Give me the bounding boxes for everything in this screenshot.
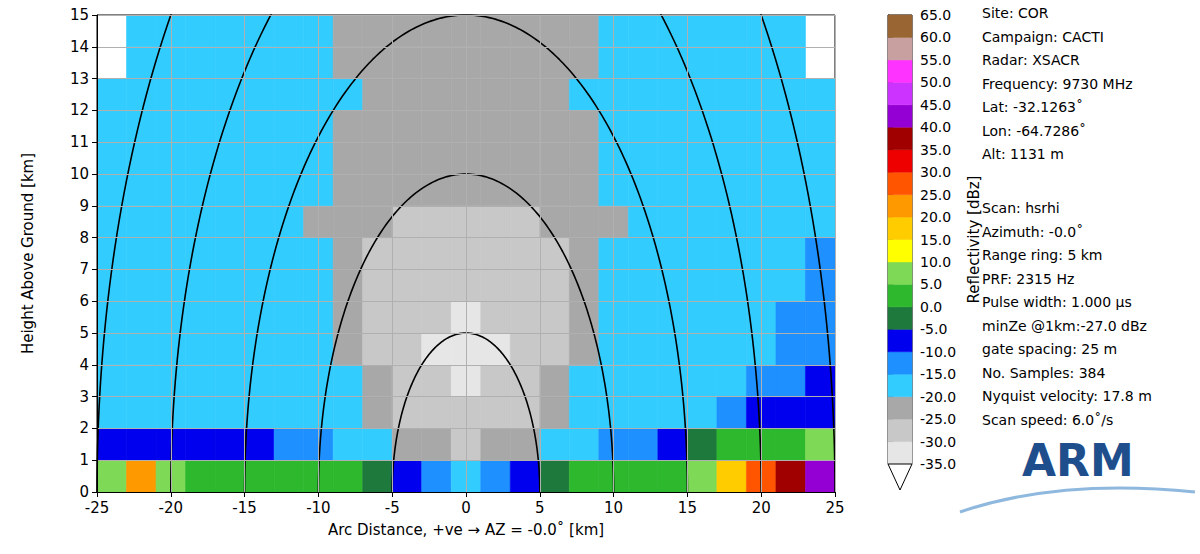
svg-text:0.0: 0.0	[920, 299, 942, 315]
svg-text:0: 0	[79, 483, 89, 501]
svg-text:Nyquist velocity: 17.8 m: Nyquist velocity: 17.8 m	[982, 388, 1152, 404]
svg-text:Lat: -32.1263˚: Lat: -32.1263˚	[982, 99, 1083, 115]
svg-text:Frequency: 9730 MHz: Frequency: 9730 MHz	[982, 76, 1133, 92]
svg-text:60.0: 60.0	[920, 29, 951, 45]
svg-text:10: 10	[604, 499, 623, 517]
svg-text:Azimuth: -0.0˚: Azimuth: -0.0˚	[982, 224, 1083, 240]
svg-text:25.0: 25.0	[920, 187, 951, 203]
svg-text:40.0: 40.0	[920, 119, 951, 135]
svg-text:-20: -20	[159, 499, 184, 517]
svg-text:Radar: XSACR: Radar: XSACR	[982, 52, 1080, 68]
svg-text:Reflectivity [dBz]: Reflectivity [dBz]	[965, 176, 983, 304]
svg-text:15: 15	[678, 499, 697, 517]
svg-text:20: 20	[752, 499, 771, 517]
svg-text:1: 1	[79, 451, 89, 469]
svg-text:No. Samples: 384: No. Samples: 384	[982, 365, 1105, 381]
svg-text:50.0: 50.0	[920, 74, 951, 90]
svg-text:-5.0: -5.0	[920, 321, 947, 337]
svg-text:minZe @1km:-27.0 dBz: minZe @1km:-27.0 dBz	[982, 318, 1147, 334]
svg-text:-10: -10	[306, 499, 331, 517]
svg-text:20.0: 20.0	[920, 209, 951, 225]
svg-text:10.0: 10.0	[920, 254, 951, 270]
svg-text:4: 4	[79, 356, 89, 374]
svg-text:25: 25	[825, 499, 844, 517]
svg-text:-30.0: -30.0	[920, 434, 956, 450]
svg-text:PRF: 2315 Hz: PRF: 2315 Hz	[982, 271, 1074, 287]
svg-text:12: 12	[70, 101, 89, 119]
svg-text:Scan speed: 6.0˚/s: Scan speed: 6.0˚/s	[982, 412, 1113, 428]
svg-text:ARM: ARM	[1022, 435, 1134, 486]
svg-text:6: 6	[79, 292, 89, 310]
svg-text:-25.0: -25.0	[920, 411, 956, 427]
svg-text:5: 5	[535, 499, 545, 517]
svg-text:15: 15	[70, 6, 89, 24]
svg-text:13: 13	[70, 70, 89, 88]
svg-text:65.0: 65.0	[920, 7, 951, 23]
svg-text:8: 8	[79, 229, 89, 247]
svg-text:15.0: 15.0	[920, 232, 951, 248]
svg-text:5.0: 5.0	[920, 276, 942, 292]
svg-text:5: 5	[79, 324, 89, 342]
svg-text:55.0: 55.0	[920, 52, 951, 68]
svg-text:Campaign: CACTI: Campaign: CACTI	[982, 29, 1104, 45]
svg-text:Range ring: 5 km: Range ring: 5 km	[982, 247, 1103, 263]
svg-text:-35.0: -35.0	[920, 456, 956, 472]
svg-text:11: 11	[70, 133, 89, 151]
svg-text:gate spacing: 25 m: gate spacing: 25 m	[982, 341, 1117, 357]
svg-text:-15: -15	[232, 499, 257, 517]
svg-text:-5: -5	[385, 499, 400, 517]
svg-text:35.0: 35.0	[920, 142, 951, 158]
svg-text:Lon: -64.7286˚: Lon: -64.7286˚	[982, 123, 1086, 139]
svg-text:7: 7	[79, 260, 89, 278]
svg-text:Scan: hsrhi: Scan: hsrhi	[982, 200, 1060, 216]
svg-text:Alt: 1131 m: Alt: 1131 m	[982, 146, 1064, 162]
svg-text:14: 14	[70, 38, 89, 56]
svg-text:Site: COR: Site: COR	[982, 5, 1049, 21]
svg-text:-20.0: -20.0	[920, 389, 956, 405]
svg-text:Pulse width: 1.000 μs: Pulse width: 1.000 μs	[982, 294, 1132, 310]
svg-text:Height Above Ground [km]: Height Above Ground [km]	[19, 153, 37, 354]
svg-text:Arc Distance, +ve → AZ = -0.0˚: Arc Distance, +ve → AZ = -0.0˚ [km]	[328, 521, 604, 539]
svg-text:10: 10	[70, 165, 89, 183]
svg-text:0: 0	[461, 499, 471, 517]
svg-text:2: 2	[79, 419, 89, 437]
svg-text:-15.0: -15.0	[920, 366, 956, 382]
svg-text:45.0: 45.0	[920, 97, 951, 113]
svg-text:3: 3	[79, 388, 89, 406]
svg-text:-25: -25	[85, 499, 110, 517]
svg-text:9: 9	[79, 197, 89, 215]
svg-text:-10.0: -10.0	[920, 344, 956, 360]
svg-text:30.0: 30.0	[920, 164, 951, 180]
